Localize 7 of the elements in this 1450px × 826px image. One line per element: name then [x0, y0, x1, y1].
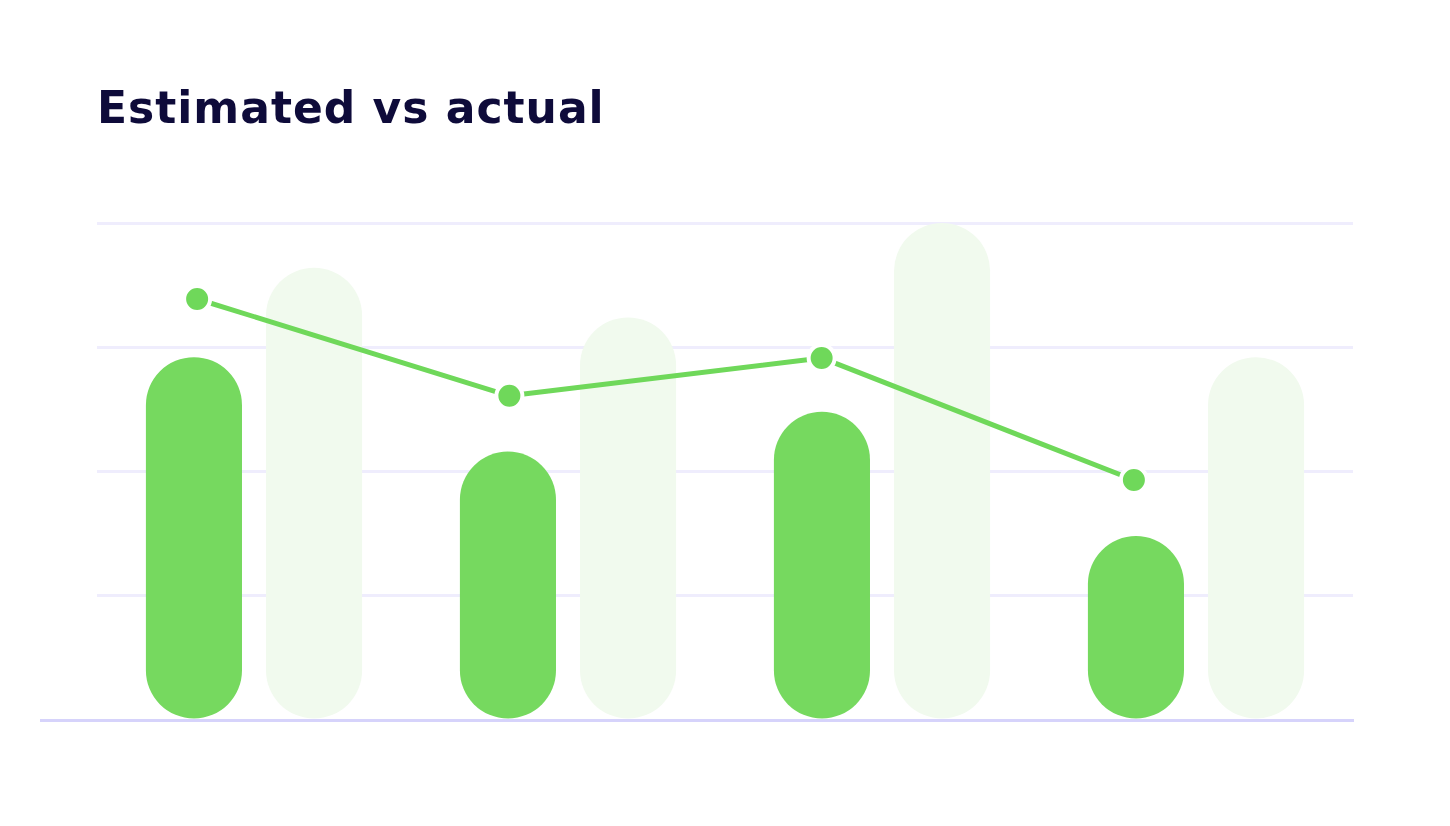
bar [580, 317, 677, 719]
bar [145, 357, 242, 719]
bar [266, 267, 363, 719]
bar [773, 411, 870, 719]
bar [894, 223, 991, 719]
bar [1208, 357, 1305, 719]
chart-title: Estimated vs actual [97, 82, 605, 133]
